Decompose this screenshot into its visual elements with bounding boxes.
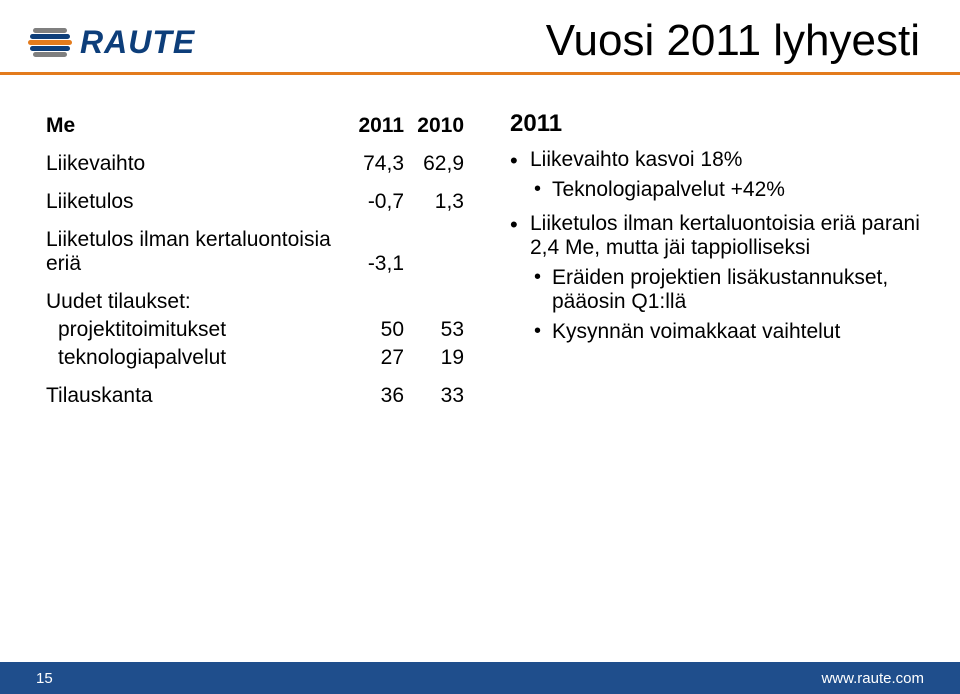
col-label: Me: [40, 110, 350, 142]
sub-list: Eräiden projektien lisäkustannukset, pää…: [530, 266, 920, 344]
highlights-list: Liikevaihto kasvoi 18% Teknologiapalvelu…: [510, 148, 920, 344]
cell-value: 50: [350, 318, 410, 346]
table-row: Uudet tilaukset:: [40, 280, 470, 318]
footer-url: www.raute.com: [821, 670, 924, 687]
highlights: 2011 Liikevaihto kasvoi 18% Teknologiapa…: [510, 110, 920, 412]
cell-label: projektitoimitukset: [40, 318, 350, 346]
page-title: Vuosi 2011 lyhyesti: [546, 16, 920, 66]
cell-value: [350, 280, 410, 318]
financial-table-wrap: Me 2011 2010 Liikevaihto 74,3 62,9 Liike…: [40, 110, 470, 412]
list-item: Liikevaihto kasvoi 18% Teknologiapalvelu…: [510, 148, 920, 202]
sub-list: Teknologiapalvelut +42%: [530, 178, 920, 202]
header-divider: [0, 72, 960, 75]
page-number: 15: [36, 670, 53, 687]
cell-label: Tilauskanta: [40, 374, 350, 412]
logo-stripe: [33, 52, 67, 57]
slide: RAUTE Vuosi 2011 lyhyesti Me 2011 2010 L…: [0, 0, 960, 694]
cell-value: [410, 280, 470, 318]
cell-label: Uudet tilaukset:: [40, 280, 350, 318]
cell-label: Liiketulos ilman kertaluontoisia eriä: [40, 218, 350, 280]
cell-value: 74,3: [350, 142, 410, 180]
table-row: Liiketulos -0,7 1,3: [40, 180, 470, 218]
list-item: Eräiden projektien lisäkustannukset, pää…: [530, 266, 920, 314]
col-2011: 2011: [350, 110, 410, 142]
brand-logo-mark: [28, 22, 72, 62]
logo-stripe: [30, 46, 70, 51]
table-row: teknologiapalvelut 27 19: [40, 346, 470, 374]
brand-name: RAUTE: [80, 24, 195, 61]
cell-label: Liiketulos: [40, 180, 350, 218]
table-header-row: Me 2011 2010: [40, 110, 470, 142]
brand-logo: RAUTE: [28, 22, 195, 62]
logo-stripe: [33, 28, 67, 33]
cell-value: 27: [350, 346, 410, 374]
list-item: Liiketulos ilman kertaluontoisia eriä pa…: [510, 212, 920, 344]
col-2010: 2010: [410, 110, 470, 142]
cell-value: -3,1: [350, 218, 410, 280]
cell-value: 62,9: [410, 142, 470, 180]
cell-value: 19: [410, 346, 470, 374]
cell-value: 53: [410, 318, 470, 346]
cell-label: teknologiapalvelut: [40, 346, 350, 374]
cell-value: 1,3: [410, 180, 470, 218]
content-area: Me 2011 2010 Liikevaihto 74,3 62,9 Liike…: [40, 110, 920, 412]
list-item: Teknologiapalvelut +42%: [530, 178, 920, 202]
list-item: Kysynnän voimakkaat vaihtelut: [530, 320, 920, 344]
table-row: projektitoimitukset 50 53: [40, 318, 470, 346]
logo-stripe: [30, 34, 70, 39]
cell-value: [410, 218, 470, 280]
highlights-year: 2011: [510, 110, 920, 138]
list-item-text: Liiketulos ilman kertaluontoisia eriä pa…: [530, 212, 920, 259]
cell-label: Liikevaihto: [40, 142, 350, 180]
logo-stripe: [28, 40, 72, 45]
financial-table: Me 2011 2010 Liikevaihto 74,3 62,9 Liike…: [40, 110, 470, 412]
cell-value: -0,7: [350, 180, 410, 218]
list-item-text: Liikevaihto kasvoi 18%: [530, 148, 742, 171]
footer-bar: 15 www.raute.com: [0, 662, 960, 694]
cell-value: 33: [410, 374, 470, 412]
cell-value: 36: [350, 374, 410, 412]
table-row: Liiketulos ilman kertaluontoisia eriä -3…: [40, 218, 470, 280]
table-row: Tilauskanta 36 33: [40, 374, 470, 412]
table-row: Liikevaihto 74,3 62,9: [40, 142, 470, 180]
